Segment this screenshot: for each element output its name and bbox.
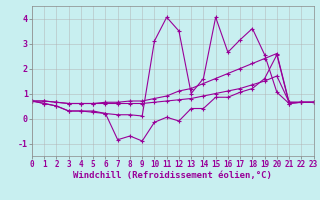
X-axis label: Windchill (Refroidissement éolien,°C): Windchill (Refroidissement éolien,°C) xyxy=(73,171,272,180)
